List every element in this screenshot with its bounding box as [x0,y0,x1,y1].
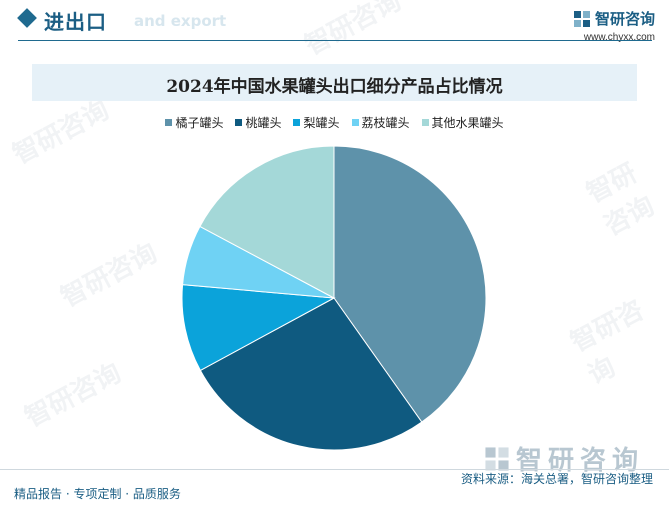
watermark: 智研咨询 [20,358,127,434]
legend-swatch [421,119,429,126]
footer-divider [0,469,669,470]
chart-title: 2024年中国水果罐头出口细分产品占比情况 [166,77,503,97]
legend-label: 其他水果罐头 [431,116,504,130]
legend-item: 荔枝罐头 [351,114,410,131]
legend-item: 橘子罐头 [165,114,223,131]
legend-label: 荔枝罐头 [361,116,410,130]
pie-slice [199,145,335,299]
legend-item: 其他水果罐头 [421,114,504,131]
chart-title-box: 2024年中国水果罐头出口细分产品占比情况 [32,64,637,101]
legend-swatch [165,119,173,126]
legend-swatch [293,119,301,126]
pie-slice [333,145,487,423]
diamond-icon [17,8,37,28]
brand: 智研咨询 www.chyxx.com [573,8,655,43]
legend-item: 桃罐头 [235,114,281,131]
legend-label: 梨罐头 [303,116,340,130]
legend-label: 桃罐头 [245,116,282,130]
brand-name: 智研咨询 [594,10,655,28]
section-subtitle: and export [134,12,227,30]
brand-watermark-icon [485,446,509,471]
footer-slogan: 精品报告 · 专项定制 · 品质服务 [14,487,181,501]
legend-swatch [351,119,359,126]
chart-legend: 橘子罐头 桃罐头 梨罐头 荔枝罐头 其他水果罐头 [0,114,669,131]
watermark: 智研咨询 [565,295,649,391]
pie-slice [181,284,336,372]
watermark: 智研咨询 [56,238,163,314]
brand-logo-icon [573,10,590,27]
legend-swatch [235,119,243,126]
source-note: 资料来源：海关总署，智研咨询整理 [460,472,653,486]
section-title: 进出口 [44,10,107,34]
pie-slice [199,297,423,451]
brand-watermark: 智研咨询 [484,440,644,477]
brand-url: www.chyxx.com [583,32,655,43]
watermark: 智研咨询 [581,158,660,242]
pie-chart [181,145,487,451]
legend-item: 梨罐头 [293,114,340,131]
brand-watermark-text: 智研咨询 [516,446,645,476]
header-bar: 进出口 and export 智研咨询 www.chyxx.com [0,0,669,44]
legend-label: 橘子罐头 [175,116,224,130]
header-divider [18,40,652,41]
